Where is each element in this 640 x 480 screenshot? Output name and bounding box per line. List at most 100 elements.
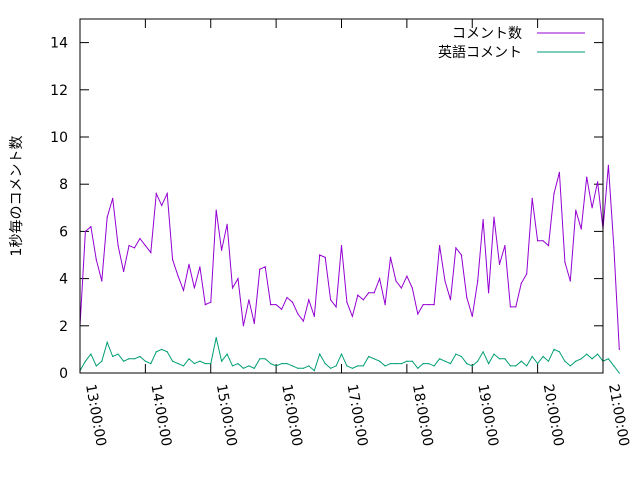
data-point (379, 360, 381, 362)
data-point (90, 353, 92, 355)
data-point (422, 304, 424, 306)
data-point (117, 245, 119, 247)
data-point (172, 259, 174, 261)
data-point (210, 363, 212, 365)
data-point (90, 226, 92, 228)
y-tick-label: 14 (50, 36, 68, 52)
data-point (395, 280, 397, 282)
data-point (188, 358, 190, 360)
data-point (520, 282, 522, 284)
data-point (144, 245, 146, 247)
data-point (569, 280, 571, 282)
legend-label: 英語コメント (438, 44, 522, 61)
data-point (291, 365, 294, 367)
data-point (542, 240, 544, 242)
data-point (498, 263, 501, 265)
data-point (607, 164, 610, 166)
data-point (597, 181, 599, 183)
data-point (417, 313, 419, 315)
data-point (286, 296, 288, 299)
data-point (139, 355, 141, 358)
data-point (237, 363, 239, 365)
y-axis-label: 1秒毎のコメント数 (9, 136, 25, 257)
data-point (488, 292, 490, 294)
data-point (564, 261, 566, 263)
data-point (324, 256, 326, 258)
data-point (471, 365, 473, 367)
data-point (444, 280, 446, 282)
data-point (308, 365, 310, 367)
data-point (357, 294, 359, 296)
data-point (384, 365, 386, 367)
data-point (439, 358, 441, 360)
data-point (558, 351, 561, 353)
data-point (177, 275, 179, 277)
data-point (351, 367, 353, 369)
data-point (188, 263, 190, 265)
data-point (417, 367, 419, 369)
data-point (286, 363, 288, 365)
data-point (564, 360, 566, 362)
data-point (161, 204, 163, 206)
data-point (302, 367, 304, 369)
data-point (575, 360, 577, 362)
data-point (531, 197, 533, 199)
y-tick-label: 8 (59, 177, 68, 193)
data-point (537, 363, 539, 365)
data-point (319, 353, 321, 355)
x-tick-label: 21:00:00 (605, 383, 632, 448)
data-point (547, 245, 550, 247)
data-point (455, 353, 457, 355)
data-point (95, 259, 97, 261)
data-point (204, 304, 206, 306)
data-point (586, 353, 588, 355)
y-tick-label: 0 (59, 366, 68, 382)
data-point (112, 355, 114, 358)
data-point (520, 360, 522, 362)
data-point (248, 299, 250, 301)
data-point (433, 365, 435, 367)
data-point (133, 247, 136, 249)
data-point (488, 363, 490, 365)
data-point (330, 367, 332, 369)
data-point (428, 304, 430, 306)
data-point (144, 360, 146, 362)
data-point (618, 372, 620, 374)
data-point (242, 325, 244, 327)
data-point (133, 358, 136, 360)
data-point (575, 209, 577, 211)
data-point (389, 256, 392, 258)
data-point (411, 287, 413, 289)
data-point (346, 301, 348, 303)
data-point (591, 358, 593, 360)
data-point (411, 360, 413, 362)
data-point (379, 278, 381, 280)
data-point (466, 296, 468, 299)
data-point (193, 287, 195, 289)
data-point (270, 363, 272, 365)
data-point (204, 363, 206, 365)
data-point (275, 304, 277, 306)
data-point (199, 266, 201, 268)
data-point (264, 358, 266, 360)
data-point (357, 365, 359, 367)
y-tick-label: 12 (50, 83, 68, 99)
data-point (597, 353, 599, 355)
data-point (128, 358, 130, 360)
data-point (155, 351, 157, 353)
data-point (221, 360, 223, 362)
data-point (477, 280, 479, 282)
data-point (368, 355, 370, 358)
data-point (231, 287, 234, 289)
data-point (106, 341, 108, 343)
data-point (313, 370, 315, 372)
data-point (242, 367, 244, 369)
data-point (215, 209, 217, 211)
data-point (182, 365, 185, 367)
data-point (259, 268, 261, 270)
data-point (460, 254, 462, 256)
data-point (580, 228, 582, 230)
y-tick-label: 10 (50, 130, 68, 146)
y-axis: 0 2 4 6 8 10 12 14 (50, 36, 603, 382)
